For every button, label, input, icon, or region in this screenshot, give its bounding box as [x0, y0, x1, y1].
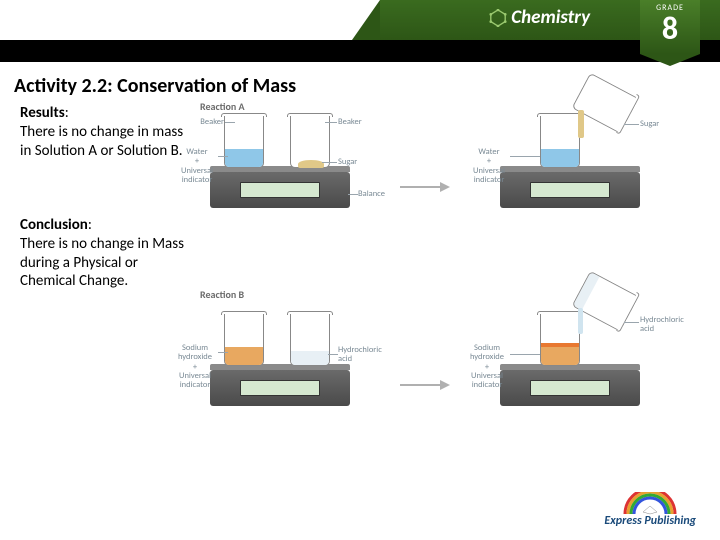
- balance-left-b: [210, 370, 350, 406]
- conclusion-text: There is no change in Mass during a Phys…: [20, 235, 184, 291]
- molecule-icon: [489, 9, 507, 27]
- beaker-pour-target-b: [540, 314, 580, 366]
- reaction-b-diagram: Reaction B Sodium hydroxide + Universal …: [200, 288, 700, 458]
- slide-header: Chemistry GRADE 8: [0, 0, 720, 62]
- beaker-label-a2: Beaker: [338, 118, 374, 127]
- pour-label-a: Sugar: [640, 120, 670, 129]
- reaction-b-label: Reaction B: [200, 288, 244, 301]
- beaker-water-a: [224, 116, 264, 168]
- activity-title: Activity 2.2: Conservation of Mass: [14, 74, 296, 98]
- beaker-naoh-b: [224, 314, 264, 366]
- sugar-stream: [578, 110, 584, 138]
- beaker-pour-target-a: [540, 116, 580, 168]
- conclusion-heading: Conclusion: [20, 216, 88, 234]
- hcl-label-b: Hydrochloric acid: [338, 346, 394, 365]
- after-label-b: Sodium hydroxide + Universal indicator: [464, 344, 510, 391]
- balance-left-a: [210, 172, 350, 208]
- acid-stream: [578, 308, 583, 334]
- pouring-beaker-a: [578, 75, 636, 130]
- arrow-a: [400, 182, 450, 192]
- water-label-a: Water + Universal indicator: [176, 148, 218, 185]
- chemistry-logo: Chemistry: [489, 6, 590, 29]
- results-text: There is no change in mass in Solution A…: [20, 123, 183, 160]
- pour-label-b: Hydrochloric acid: [640, 316, 696, 335]
- reaction-a-diagram: Reaction A Beaker Beaker Water + Univers…: [200, 100, 700, 250]
- balance-label-a: Balance: [358, 190, 398, 199]
- arrow-b: [400, 380, 450, 390]
- beaker-label-a1: Beaker: [188, 118, 224, 127]
- pouring-beaker-b: [578, 273, 636, 328]
- publisher-logo: Express Publishing: [604, 492, 696, 528]
- conclusion-block: Conclusion: There is no change in Mass d…: [20, 216, 190, 291]
- reaction-a-label: Reaction A: [200, 100, 245, 113]
- header-black-bar: [0, 40, 720, 62]
- results-heading: Results: [20, 104, 65, 122]
- grade-number: 8: [640, 13, 700, 45]
- results-block: Results: There is no change in mass in S…: [20, 104, 190, 160]
- subject-label: Chemistry: [511, 6, 590, 29]
- rainbow-icon: [615, 492, 685, 512]
- publisher-name: Express Publishing: [604, 514, 696, 528]
- sugar-label-a: Sugar: [338, 158, 368, 167]
- naoh-label-b: Sodium hydroxide + Universal indicator: [172, 344, 218, 391]
- beaker-hcl-b: [290, 314, 330, 366]
- grade-badge: GRADE 8: [640, 0, 700, 54]
- sugar-pile: [298, 160, 324, 168]
- balance-right-b: [500, 370, 640, 406]
- balance-right-a: [500, 172, 640, 208]
- after-label-a: Water + Universal indicator: [468, 148, 510, 185]
